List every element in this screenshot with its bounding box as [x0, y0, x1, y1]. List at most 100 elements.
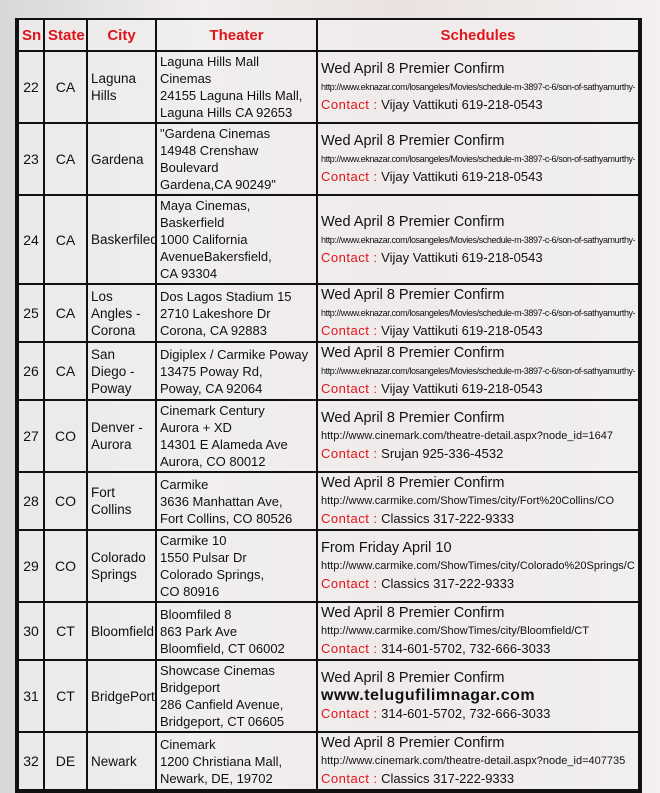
- contact-label: Contact :: [321, 249, 378, 265]
- schedule-date: Wed April 8 Premier Confirm: [321, 345, 505, 361]
- state-cell: DE: [43, 731, 88, 792]
- state-cell: CO: [43, 399, 88, 473]
- city-cell: Baskerfiled: [86, 194, 158, 285]
- sn-cell: 22: [16, 50, 45, 124]
- header-state: State: [43, 18, 88, 52]
- schedule-link[interactable]: http://www.cinemark.com/theatre-detail.a…: [321, 430, 613, 442]
- state-cell: CA: [43, 341, 88, 401]
- contact-label: Contact :: [321, 641, 378, 656]
- schedule-cell: Wed April 8 Premier Confirm http://www.c…: [316, 601, 641, 661]
- contact-value: Srujan 925-336-4532: [381, 446, 504, 461]
- sn-cell: 24: [16, 194, 45, 285]
- schedule-link[interactable]: http://www.carmike.com/ShowTimes/city/Fo…: [321, 495, 614, 507]
- contact-line: Contact : Classics 317-222-9333: [321, 770, 635, 788]
- schedule-cell: Wed April 8 Premier Confirm www.telugufi…: [316, 659, 641, 733]
- schedule-cell: Wed April 8 Premier Confirm http://www.e…: [316, 122, 641, 196]
- city-cell: Bloomfield: [86, 601, 157, 661]
- schedule-cell: Wed April 8 Premier Confirm http://www.e…: [316, 283, 641, 343]
- schedule-link[interactable]: http://www.eknazar.com/losangeles/Movies…: [321, 82, 635, 92]
- sn-cell: 32: [16, 731, 45, 792]
- city-cell: San Diego - Poway: [86, 341, 157, 401]
- table-row: 32 DE Newark Cinemark 1200 Christiana Ma…: [16, 731, 641, 792]
- header-schedules: Schedules: [316, 18, 641, 52]
- theater-cell: "Gardena Cinemas 14948 Crenshaw Boulevar…: [155, 122, 318, 196]
- schedule-link[interactable]: http://www.eknazar.com/losangeles/Movies…: [321, 234, 635, 245]
- city-cell: Laguna Hills: [86, 50, 157, 124]
- schedule-date: Wed April 8 Premier Confirm: [321, 475, 505, 491]
- theater-cell: Maya Cinemas, Baskerfield 1000 Californi…: [155, 194, 318, 285]
- contact-label: Contact :: [321, 381, 378, 396]
- theater-cell: Carmike 3636 Manhattan Ave, Fort Collins…: [155, 471, 318, 531]
- city-cell: Denver -Aurora: [86, 399, 157, 473]
- schedule-cell: Wed April 8 Premier Confirm http://www.c…: [316, 399, 641, 473]
- schedule-date: Wed April 8 Premier Confirm: [321, 735, 505, 751]
- contact-line: Contact : Vijay Vattikuti 619-218-0543: [321, 380, 635, 398]
- contact-label: Contact :: [321, 323, 378, 338]
- contact-label: Contact :: [321, 169, 378, 184]
- city-cell: Los Angles - Corona: [86, 283, 157, 343]
- schedule-cell: Wed April 8 Premier Confirm http://www.e…: [316, 50, 641, 124]
- contact-line: Contact : 314-601-5702, 732-666-3033: [321, 640, 635, 658]
- city-cell: BridgePort: [86, 659, 157, 733]
- table-row: 26 CA San Diego - Poway Digiplex / Carmi…: [16, 341, 641, 401]
- sn-cell: 27: [16, 399, 45, 473]
- contact-label: Contact :: [321, 511, 378, 526]
- contact-value: Vijay Vattikuti 619-218-0543: [381, 323, 543, 338]
- contact-line: Contact : Vijay Vattikuti 619-218-0543: [321, 168, 635, 186]
- contact-value: 314-601-5702, 732-666-3033: [381, 706, 551, 721]
- schedule-link[interactable]: http://www.eknazar.com/losangeles/Movies…: [321, 366, 635, 376]
- sn-cell: 30: [16, 601, 45, 661]
- theater-cell: Laguna Hills Mall Cinemas 24155 Laguna H…: [155, 50, 318, 124]
- table-row: 30 CT Bloomfield Bloomfiled 8 863 Park A…: [16, 601, 641, 661]
- city-cell: Newark: [86, 731, 157, 792]
- theater-cell: Dos Lagos Stadium 15 2710 Lakeshore Dr C…: [155, 283, 318, 343]
- schedule-link[interactable]: http://www.carmike.com/ShowTimes/city/Co…: [321, 560, 635, 572]
- contact-value: Classics 317-222-9333: [381, 771, 515, 786]
- schedule-cell: Wed April 8 Premier Confirm http://www.c…: [316, 731, 641, 792]
- state-cell: CO: [43, 529, 88, 603]
- schedule-date: Wed April 8 Premier Confirm: [321, 410, 505, 426]
- sn-cell: 31: [16, 659, 45, 733]
- theater-cell: Bloomfiled 8 863 Park Ave Bloomfield, CT…: [155, 601, 318, 661]
- theater-cell: Showcase Cinemas Bridgeport 286 Canfield…: [155, 659, 318, 733]
- contact-value: 314-601-5702, 732-666-3033: [381, 641, 551, 656]
- city-cell: Gardena: [86, 122, 157, 196]
- contact-value: Classics 317-222-9333: [381, 511, 515, 526]
- contact-label: Contact :: [321, 97, 378, 112]
- contact-value: Vijay Vattikuti 619-218-0543: [381, 169, 543, 184]
- contact-line: Contact : Srujan 925-336-4532: [321, 445, 635, 463]
- table-row: 23 CA Gardena "Gardena Cinemas 14948 Cre…: [16, 122, 641, 196]
- sn-cell: 25: [16, 283, 45, 343]
- state-cell: CA: [43, 283, 88, 343]
- state-cell: CT: [43, 601, 88, 661]
- schedule-link[interactable]: http://www.cinemark.com/theatre-detail.a…: [321, 755, 626, 767]
- schedule-cell: From Friday April 10 http://www.carmike.…: [316, 529, 641, 603]
- schedule-link[interactable]: http://www.carmike.com/ShowTimes/city/Bl…: [321, 625, 589, 637]
- table-row: 27 CO Denver -Aurora Cinemark Century Au…: [16, 399, 641, 473]
- table-row: 24 CA Baskerfiled Maya Cinemas, Baskerfi…: [16, 194, 641, 285]
- schedule-cell: Wed April 8 Premier Confirm http://www.c…: [316, 471, 641, 531]
- contact-line: Contact : Vijay Vattikuti 619-218-0543: [321, 322, 635, 340]
- contact-label: Contact :: [321, 706, 378, 721]
- city-cell: Colorado Springs: [86, 529, 157, 603]
- contact-value: Vijay Vattikuti 619-218-0543: [381, 249, 543, 265]
- state-cell: CA: [43, 194, 88, 285]
- schedule-link[interactable]: http://www.eknazar.com/losangeles/Movies…: [321, 154, 635, 164]
- contact-line: Contact : Classics 317-222-9333: [321, 575, 635, 593]
- contact-label: Contact :: [321, 771, 378, 786]
- header-sn: Sn: [16, 18, 45, 52]
- sn-cell: 23: [16, 122, 45, 196]
- schedule-date: Wed April 8 Premier Confirm: [321, 670, 505, 686]
- sn-cell: 29: [16, 529, 45, 603]
- schedule-link[interactable]: http://www.eknazar.com/losangeles/Movies…: [321, 308, 635, 318]
- schedule-date: Wed April 8 Premier Confirm: [321, 61, 505, 77]
- schedule-date: Wed April 8 Premier Confirm: [321, 605, 505, 621]
- city-cell: Fort Collins: [86, 471, 157, 531]
- theater-cell: Cinemark 1200 Christiana Mall, Newark, D…: [155, 731, 318, 792]
- schedule-link[interactable]: www.telugufilimnagar.com: [321, 687, 536, 704]
- table-row: 31 CT BridgePort Showcase Cinemas Bridge…: [16, 659, 641, 733]
- sn-cell: 26: [16, 341, 45, 401]
- header-theater: Theater: [155, 18, 318, 52]
- contact-value: Vijay Vattikuti 619-218-0543: [381, 381, 543, 396]
- contact-line: Contact : 314-601-5702, 732-666-3033: [321, 705, 635, 723]
